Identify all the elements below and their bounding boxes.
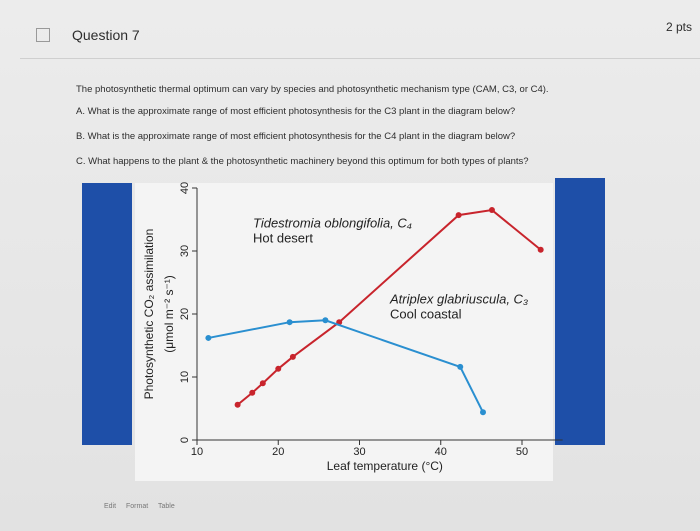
question-part: B. What is the approximate range of most…	[76, 131, 516, 142]
point	[480, 409, 486, 416]
x-tick-label: 30	[353, 446, 365, 458]
point	[537, 246, 544, 253]
point	[322, 317, 329, 324]
toolbar-item[interactable]: Format	[126, 503, 149, 510]
point	[457, 363, 464, 370]
point	[275, 365, 282, 372]
points: 2 pts	[666, 20, 693, 34]
y-tick-label: 40	[179, 182, 191, 194]
flag-icon[interactable]	[36, 28, 50, 42]
toolbar-item[interactable]: Edit	[104, 503, 117, 510]
series-label: Atriplex glabriuscula, C₃	[389, 291, 528, 306]
series-label: Tidestromia oblongifolia, C₄	[253, 215, 412, 230]
point	[455, 212, 462, 219]
blue-block	[555, 178, 605, 445]
point	[488, 207, 495, 214]
series-sublabel: Cool coastal	[390, 306, 462, 321]
y-tick-label: 30	[179, 245, 191, 257]
point	[234, 401, 241, 408]
question-part: C. What happens to the plant & the photo…	[76, 156, 529, 167]
divider	[20, 58, 700, 59]
x-tick-label: 50	[516, 446, 528, 458]
point	[249, 389, 256, 396]
y-tick-label: 10	[179, 371, 191, 383]
question-intro: The photosynthetic thermal optimum can v…	[76, 84, 549, 95]
point	[289, 353, 296, 360]
y-axis-label: Photosynthetic CO₂ assimilation	[142, 229, 156, 400]
x-axis-label: Leaf temperature (°C)	[327, 459, 443, 473]
question-part: A. What is the approximate range of most…	[76, 106, 516, 117]
point	[205, 334, 212, 341]
point	[286, 319, 293, 326]
series-sublabel: Hot desert	[253, 230, 313, 245]
x-tick-label: 40	[435, 446, 447, 458]
question-title: Question 7	[72, 27, 140, 43]
x-tick-label: 20	[272, 446, 284, 458]
toolbar-item[interactable]: Table	[158, 503, 175, 510]
blue-block	[82, 183, 132, 445]
y-tick-label: 0	[179, 437, 191, 443]
y-tick-label: 20	[179, 308, 191, 320]
toolbar: Edit Format Table	[104, 503, 175, 510]
y-axis-label: (μmol m⁻² s⁻¹)	[162, 275, 176, 353]
x-tick-label: 10	[191, 446, 203, 458]
figure-bg	[135, 183, 553, 481]
point	[259, 380, 266, 387]
